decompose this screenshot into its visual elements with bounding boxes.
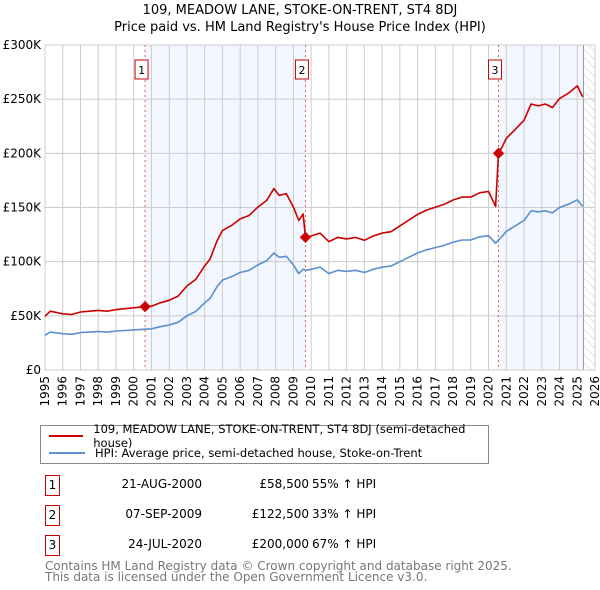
sale-price: £122,500 — [251, 507, 309, 521]
x-tick-label: 2024 — [553, 376, 567, 407]
y-tick-label: £100K — [3, 255, 43, 269]
price-chart: 1995 1996 1997 1998 1999 2000 2001 2002 2003 2004… — [3, 38, 600, 407]
x-tick-label: 2010 — [304, 376, 318, 407]
sale-price: £200,000 — [251, 537, 309, 551]
y-tick-label: £300K — [3, 38, 43, 52]
sale-row: 3 24-JUL-2020 £200,000 67% ↑ HPI — [45, 535, 465, 557]
x-tick-label: 2006 — [233, 376, 247, 407]
x-tick-label: 2008 — [269, 376, 283, 407]
sale-badge — [487, 59, 502, 80]
x-tick-label: 2020 — [482, 376, 496, 407]
footer-copyright: Contains HM Land Registry data © Crown c… — [45, 559, 512, 573]
x-tick-label: 2001 — [144, 376, 158, 407]
sale-number-badge: 2 — [45, 505, 60, 526]
sale-hpi-change: 33% ↑ HPI — [312, 507, 377, 521]
y-tick-label: £0 — [26, 363, 41, 377]
x-tick-label: 2018 — [446, 376, 460, 407]
x-tick-label: 2011 — [322, 376, 336, 407]
x-tick-label: 2015 — [393, 376, 407, 407]
x-tick-label: 1996 — [56, 376, 70, 407]
sale-number-badge: 1 — [45, 475, 60, 496]
sale-badge-label: 2 — [298, 64, 305, 77]
x-tick-label: 2022 — [517, 376, 531, 407]
hpi-line — [44, 199, 584, 336]
x-tick-label: 2012 — [340, 376, 354, 407]
legend-item-hpi: HPI: Average price, semi-detached house,… — [49, 445, 422, 461]
footer-licence: This data is licensed under the Open Gov… — [45, 570, 428, 584]
legend-item-price-paid: 109, MEADOW LANE, STOKE-ON-TRENT, ST4 8D… — [49, 422, 488, 450]
sale-point — [139, 300, 151, 313]
x-tick-label: 2017 — [428, 376, 442, 407]
sale-point — [492, 147, 505, 159]
y-tick-label: £250K — [3, 92, 43, 106]
x-tick-label: 2025 — [570, 376, 584, 407]
y-tick-label: £150K — [3, 201, 43, 215]
x-tick-label: 2000 — [127, 376, 141, 407]
sale-badge — [294, 59, 309, 80]
x-tick-label: 2003 — [180, 376, 194, 407]
legend-label: HPI: Average price, semi-detached house,… — [95, 446, 423, 460]
sale-date: 21-AUG-2000 — [121, 477, 203, 491]
x-tick-label: 1999 — [109, 376, 123, 407]
sale-row: 1 21-AUG-2000 £58,500 55% ↑ HPI — [45, 475, 465, 497]
x-tick-label: 2019 — [464, 376, 478, 407]
x-tick-label: 2023 — [535, 376, 549, 407]
x-tick-label: 2021 — [499, 376, 513, 407]
legend-red-line-icon — [49, 435, 84, 437]
x-tick-label: 2005 — [215, 376, 229, 407]
y-tick-label: £200K — [3, 146, 43, 160]
x-tick-label: 2013 — [357, 376, 371, 407]
plot-frame — [44, 44, 596, 371]
sale-badge-label: 3 — [491, 64, 498, 77]
chart-title: 109, MEADOW LANE, STOKE-ON-TRENT, ST4 8D… — [142, 3, 458, 18]
sale-price: £58,500 — [259, 477, 309, 491]
legend-label: 109, MEADOW LANE, STOKE-ON-TRENT, ST4 8D… — [93, 422, 466, 450]
sale-hpi-change: 55% ↑ HPI — [312, 477, 377, 491]
x-tick-label: 2026 — [588, 376, 600, 407]
sale-badge — [134, 59, 149, 80]
x-tick-label: 2009 — [286, 376, 300, 407]
x-tick-label: 1998 — [91, 376, 105, 407]
sale-point — [299, 231, 312, 243]
x-tick-label: 2004 — [198, 376, 212, 407]
x-tick-label: 1995 — [38, 376, 52, 407]
x-tick-label: 2007 — [251, 376, 265, 407]
x-tick-label: 2014 — [375, 376, 389, 407]
x-tick-label: 2016 — [411, 376, 425, 407]
sale-number-badge: 3 — [45, 535, 60, 556]
chart-subtitle: Price paid vs. HM Land Registry's House … — [114, 20, 486, 35]
sale-row: 2 07-SEP-2009 £122,500 33% ↑ HPI — [45, 505, 465, 527]
sale-badge-label: 1 — [138, 64, 145, 77]
legend-blue-line-icon — [49, 452, 85, 454]
x-tick-label: 2002 — [162, 376, 176, 407]
legend: 109, MEADOW LANE, STOKE-ON-TRENT, ST4 8D… — [40, 422, 489, 464]
sale-date: 07-SEP-2009 — [125, 507, 202, 521]
y-tick-label: £50K — [10, 309, 42, 323]
x-tick-label: 1997 — [73, 376, 87, 407]
sale-hpi-change: 67% ↑ HPI — [312, 537, 377, 551]
sale-date: 24-JUL-2020 — [128, 537, 202, 551]
